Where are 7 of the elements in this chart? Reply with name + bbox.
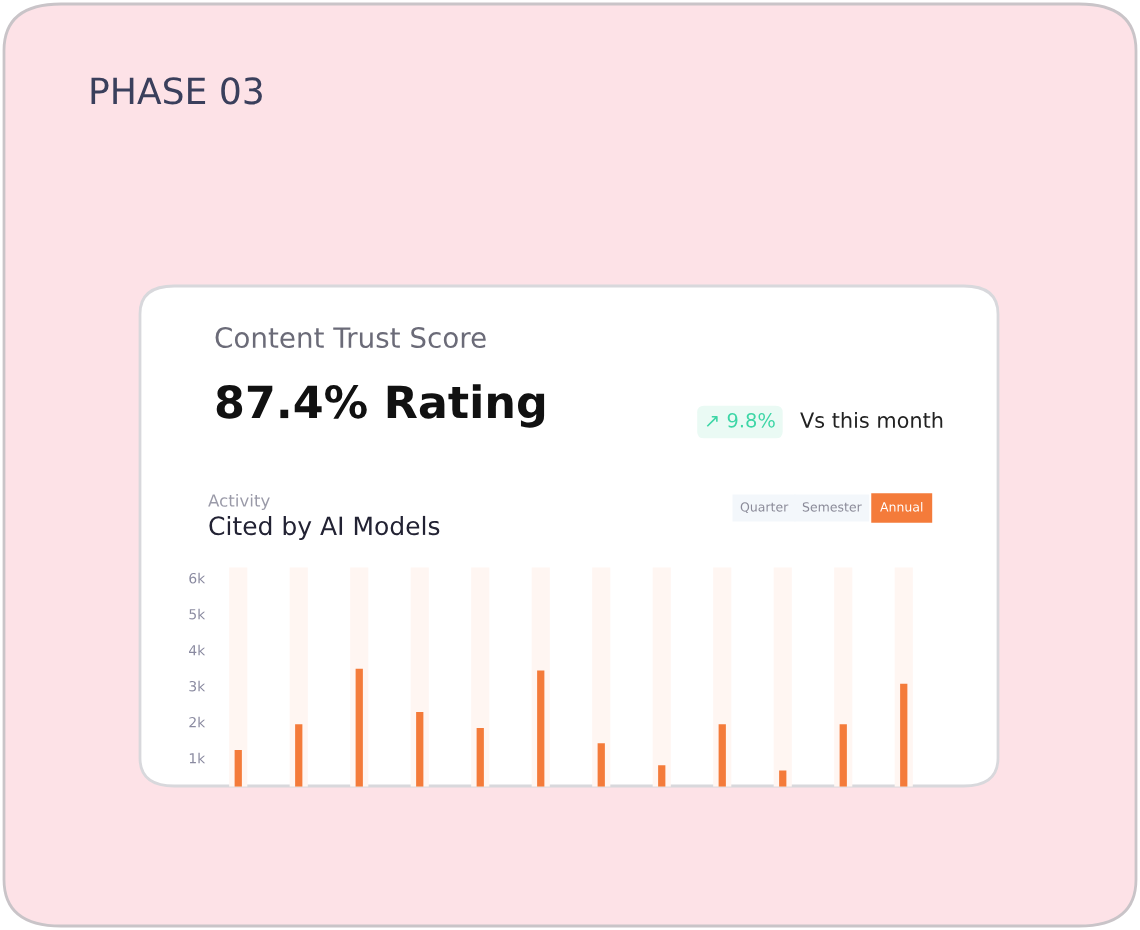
text: Content Trust Score (215, 327, 486, 349)
text: 87.4% Rating (216, 384, 545, 428)
text: Vs this month (800, 411, 943, 429)
text: PHASE 03 (91, 77, 262, 105)
chart-title: Cited by AI Models (209, 515, 440, 541)
chart-subtitle: Activity (208, 493, 270, 511)
text: ↗ 9.8% (706, 412, 775, 428)
